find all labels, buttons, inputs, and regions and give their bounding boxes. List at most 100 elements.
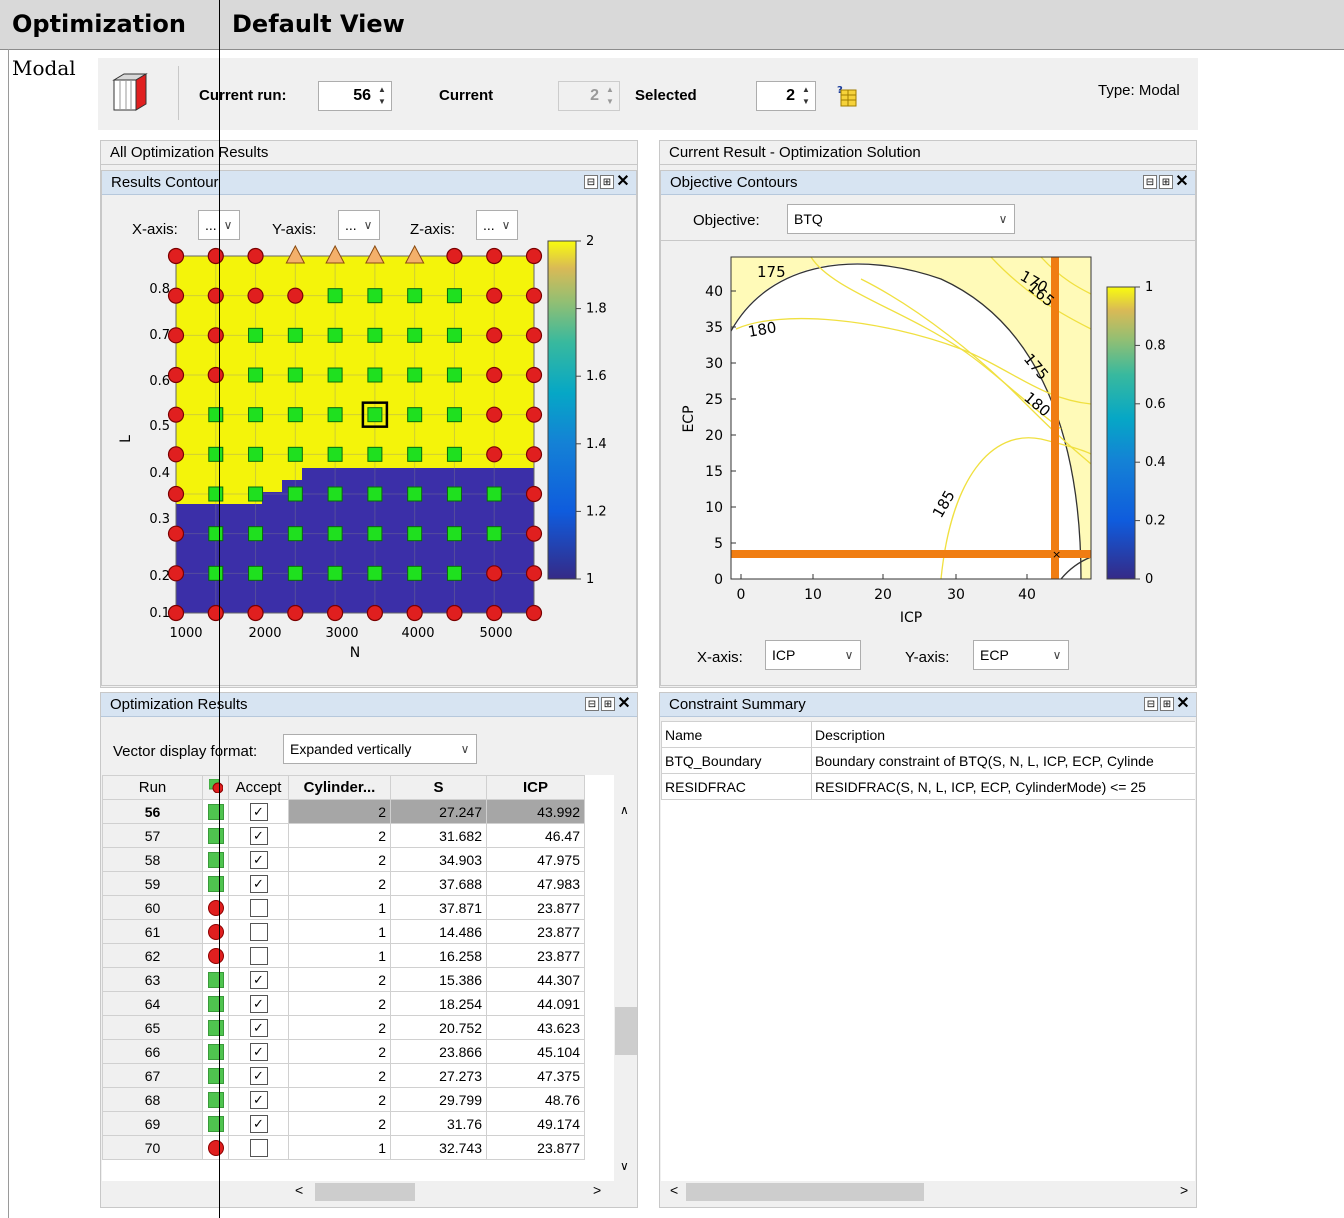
infeasible-run-marker[interactable] (525, 366, 543, 384)
table-row[interactable]: 56 ✓ 2 27.247 43.992 (102, 799, 585, 824)
infeasible-run-marker[interactable] (486, 287, 503, 304)
icp-cell[interactable]: 23.877 (486, 1135, 585, 1160)
feasible-run-marker[interactable] (327, 526, 343, 542)
undock-icon[interactable]: ⊞ (1159, 175, 1173, 189)
infeasible-run-marker[interactable] (167, 565, 185, 582)
feasible-run-marker[interactable] (287, 486, 303, 502)
infeasible-run-marker[interactable] (167, 327, 185, 344)
accept-cell[interactable]: ✓ (228, 1087, 289, 1112)
feasible-run-marker[interactable] (248, 327, 264, 343)
column-header-status[interactable] (202, 775, 229, 800)
column-header-name[interactable]: Name (661, 721, 812, 748)
feasible-run-marker[interactable] (208, 486, 224, 502)
feasible-run-marker[interactable] (327, 565, 343, 581)
table-row[interactable]: 65 ✓ 2 20.752 43.623 (102, 1015, 585, 1040)
accept-checkbox[interactable]: ✓ (249, 826, 268, 845)
infeasible-run-marker[interactable] (167, 485, 185, 503)
run-cell[interactable]: 60 (102, 895, 203, 920)
run-cell[interactable]: 65 (102, 1015, 203, 1040)
column-header-cylinder[interactable]: Cylinder... (288, 775, 391, 800)
s-cell[interactable]: 18.254 (390, 991, 487, 1016)
infeasible-run-marker[interactable] (486, 327, 503, 344)
feasible-run-marker[interactable] (407, 407, 423, 423)
boundary-run-marker[interactable] (404, 244, 425, 264)
run-cell[interactable]: 57 (102, 823, 203, 848)
icp-cell[interactable]: 47.375 (486, 1063, 585, 1088)
run-cell[interactable]: 67 (102, 1063, 203, 1088)
vertical-scrollbar[interactable]: ∧ ∨ (615, 799, 637, 1179)
feasible-run-marker[interactable] (327, 288, 343, 304)
infeasible-run-marker[interactable] (525, 247, 543, 265)
spinner-arrows-icon[interactable]: ▲ ▼ (378, 85, 386, 106)
icp-cell[interactable]: 46.47 (486, 823, 585, 848)
cylinder-cell[interactable]: 1 (288, 919, 391, 944)
accept-cell[interactable]: ✓ (228, 871, 289, 896)
icp-cell[interactable]: 49.174 (486, 1111, 585, 1136)
feasible-run-marker[interactable] (407, 565, 423, 581)
y-axis-combo[interactable]: ECP ∨ (973, 640, 1069, 670)
s-cell[interactable]: 23.866 (390, 1039, 487, 1064)
cylinder-cell[interactable]: 1 (288, 1135, 391, 1160)
scroll-left-icon[interactable]: < (295, 1182, 304, 1198)
infeasible-run-marker[interactable] (525, 406, 543, 423)
results-contour-plot[interactable]: 1000 2000 3000 4000 5000 0.1 0.2 0.3 0.4 0.5 0.6 0… (102, 229, 636, 669)
feasible-run-marker[interactable] (407, 486, 423, 502)
feasible-run-marker[interactable] (367, 565, 383, 581)
feasible-run-marker[interactable] (208, 526, 224, 542)
close-icon[interactable]: ✕ (617, 695, 631, 712)
column-header-accept[interactable]: Accept (228, 775, 289, 800)
feasible-run-marker[interactable] (287, 526, 303, 542)
accept-checkbox[interactable]: ✓ (249, 850, 268, 869)
infeasible-run-marker[interactable] (207, 327, 224, 344)
accept-cell[interactable]: ✓ (228, 823, 289, 848)
constraint-name-cell[interactable]: RESIDFRAC (661, 773, 812, 800)
accept-checkbox[interactable] (249, 946, 268, 965)
infeasible-run-marker[interactable] (406, 604, 423, 622)
icp-cell[interactable]: 44.091 (486, 991, 585, 1016)
icp-cell[interactable]: 44.307 (486, 967, 585, 992)
cylinder-cell[interactable]: 2 (288, 1087, 391, 1112)
selection-table-icon[interactable]: ? (836, 84, 858, 108)
run-cell[interactable]: 68 (102, 1087, 203, 1112)
infeasible-run-marker[interactable] (525, 327, 543, 344)
feasible-run-marker[interactable] (248, 367, 264, 383)
run-cell[interactable]: 64 (102, 991, 203, 1016)
feasible-run-marker[interactable] (248, 565, 264, 581)
feasible-run-marker[interactable] (287, 327, 303, 343)
infeasible-run-marker[interactable] (486, 604, 503, 622)
accept-checkbox[interactable] (249, 922, 268, 941)
column-header-icp[interactable]: ICP (486, 775, 585, 800)
icp-cell[interactable]: 47.983 (486, 871, 585, 896)
scroll-right-icon[interactable]: > (1180, 1182, 1189, 1198)
table-row[interactable]: RESIDFRAC RESIDFRAC(S, N, L, ICP, ECP, Cy… (661, 773, 1195, 800)
infeasible-run-marker[interactable] (446, 247, 463, 265)
feasible-run-marker[interactable] (208, 565, 224, 581)
feasible-run-marker[interactable] (367, 486, 383, 502)
objective-combo[interactable]: BTQ ∨ (787, 204, 1015, 234)
boundary-run-marker[interactable] (325, 244, 345, 264)
cylinder-cell[interactable]: 2 (288, 991, 391, 1016)
accept-cell[interactable]: ✓ (228, 991, 289, 1016)
accept-checkbox[interactable]: ✓ (249, 970, 268, 989)
accept-checkbox[interactable]: ✓ (249, 1042, 268, 1061)
feasible-run-marker[interactable] (248, 407, 264, 423)
table-row[interactable]: 57 ✓ 2 31.682 46.47 (102, 823, 585, 848)
feasible-run-marker[interactable] (486, 486, 502, 502)
s-cell[interactable]: 14.486 (390, 919, 487, 944)
feasible-run-marker[interactable] (446, 486, 462, 502)
feasible-run-marker[interactable] (407, 367, 423, 383)
accept-cell[interactable]: ✓ (228, 799, 289, 824)
icp-cell[interactable]: 45.104 (486, 1039, 585, 1064)
s-cell[interactable]: 20.752 (390, 1015, 487, 1040)
minimize-icon[interactable]: ⊟ (1143, 175, 1157, 189)
infeasible-run-marker[interactable] (525, 525, 543, 542)
accept-cell[interactable] (228, 943, 289, 968)
feasible-run-marker[interactable] (367, 407, 383, 423)
constraint-description-cell[interactable]: Boundary constraint of BTQ(S, N, L, ICP,… (811, 747, 1195, 774)
accept-cell[interactable]: ✓ (228, 1063, 289, 1088)
feasible-run-marker[interactable] (407, 526, 423, 542)
selected-spinner[interactable]: 2 ▲ ▼ (756, 81, 816, 111)
constraint-name-cell[interactable]: BTQ_Boundary (661, 747, 812, 774)
infeasible-run-marker[interactable] (486, 406, 503, 423)
